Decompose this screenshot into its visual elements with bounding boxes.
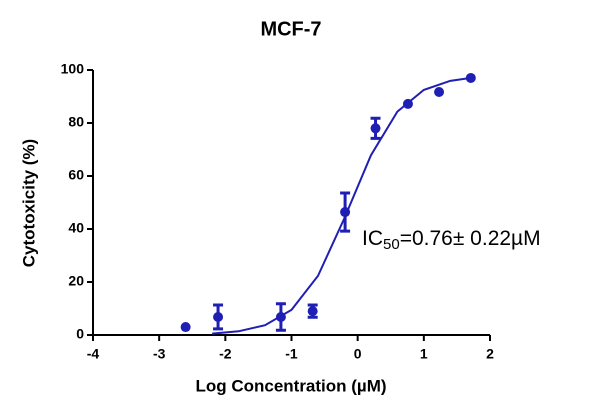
data-point: [213, 311, 224, 322]
y-tick-label: 100: [61, 61, 85, 77]
annotation-prefix: IC: [362, 227, 383, 250]
data-point: [465, 72, 476, 83]
x-tick-label: -2: [219, 346, 232, 362]
annotation-subscript: 50: [383, 236, 400, 253]
data-point: [434, 86, 445, 97]
y-tick-label: 80: [68, 114, 84, 130]
y-tick-label: 20: [68, 273, 84, 289]
y-tick-label: 40: [68, 220, 84, 236]
fit-curve: [212, 76, 471, 335]
x-tick-label: 1: [420, 346, 428, 362]
x-tick-label: -1: [285, 346, 298, 362]
y-axis-label: Cytotoxicity (%): [19, 139, 38, 267]
y-tick-label: 0: [76, 326, 84, 342]
annotation: IC50=0.76± 0.22µM: [362, 227, 541, 253]
annotation-suffix: =0.76± 0.22µM: [400, 227, 541, 250]
x-axis-label: Log Concentration (µM): [195, 376, 386, 395]
x-tick-label: 0: [354, 346, 362, 362]
x-tick-label: -3: [153, 346, 166, 362]
y-tick-label: 60: [68, 167, 84, 183]
x-tick-label: 2: [486, 346, 494, 362]
data-point: [307, 306, 318, 317]
data-point: [180, 322, 191, 333]
chart-title: MCF-7: [260, 18, 321, 40]
data-point: [370, 123, 381, 134]
x-tick-label: -4: [87, 346, 100, 362]
